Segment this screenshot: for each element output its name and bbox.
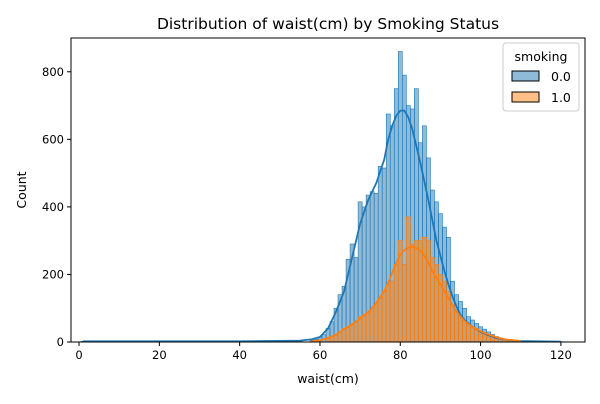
y-tick-label-0: 0: [57, 335, 64, 349]
histogram-bar-1-21: [402, 264, 406, 342]
chart-title: Distribution of waist(cm) by Smoking Sta…: [157, 15, 499, 33]
x-tick-label-1: 20: [152, 348, 167, 362]
histogram-bar-1-9: [354, 322, 358, 342]
histogram-bar-1-36: [463, 323, 467, 342]
histogram-bar-1-23: [410, 244, 414, 342]
kde-line-0: [83, 111, 561, 342]
histogram-bar-1-33: [450, 305, 454, 342]
histogram-bar-1-4: [334, 335, 338, 342]
y-axis-label: Count: [14, 171, 29, 208]
histogram-bar-1-8: [350, 325, 354, 342]
x-tick-label-3: 60: [313, 348, 328, 362]
x-tick-label-0: 0: [75, 348, 82, 362]
x-tick-label-5: 100: [470, 348, 492, 362]
histogram-bar-1-38: [471, 328, 475, 342]
histogram-bar-1-16: [382, 291, 386, 342]
bars-layer: [81, 52, 563, 342]
histogram-bar-1-24: [414, 241, 418, 342]
y-tick-label-3: 600: [42, 132, 64, 146]
histogram-bar-1-35: [459, 318, 463, 342]
x-axis-label: waist(cm): [297, 371, 359, 386]
y-ticks: 0 200 400 600 800: [42, 65, 71, 349]
x-tick-label-4: 80: [393, 348, 408, 362]
y-tick-label-4: 800: [42, 65, 64, 79]
histogram-bar-1-7: [346, 327, 350, 342]
histogram-bar-1-34: [454, 312, 458, 342]
histogram-bar-1-18: [390, 281, 394, 342]
histogram-bar-1-13: [370, 310, 374, 342]
kde-layer: [83, 111, 561, 342]
histogram-bar-1-27: [426, 241, 430, 342]
histogram-bar-1-11: [362, 315, 366, 342]
legend-label-1: 1.0: [551, 90, 571, 105]
legend: smoking 0.0 1.0: [503, 43, 579, 111]
y-tick-label-1: 200: [42, 267, 64, 281]
legend-swatch-0: [512, 71, 539, 81]
histogram-bar-1-22: [406, 217, 410, 342]
x-tick-label-2: 40: [232, 348, 247, 362]
histogram-bar-1-12: [366, 312, 370, 342]
y-tick-label-2: 400: [42, 200, 64, 214]
histogram-bar-1-14: [374, 305, 378, 342]
histogram-bar-1-17: [386, 285, 390, 342]
histogram-bar-1-37: [467, 325, 471, 342]
histogram-bar-1-15: [378, 298, 382, 342]
legend-swatch-1: [512, 92, 539, 102]
histogram-bar-1-19: [394, 264, 398, 342]
histogram-bar-1-25: [418, 241, 422, 342]
x-tick-label-6: 120: [550, 348, 572, 362]
legend-title: smoking: [515, 49, 568, 64]
x-ticks: 0 20 40 60 80 100 120: [75, 342, 572, 362]
legend-label-0: 0.0: [551, 69, 571, 84]
